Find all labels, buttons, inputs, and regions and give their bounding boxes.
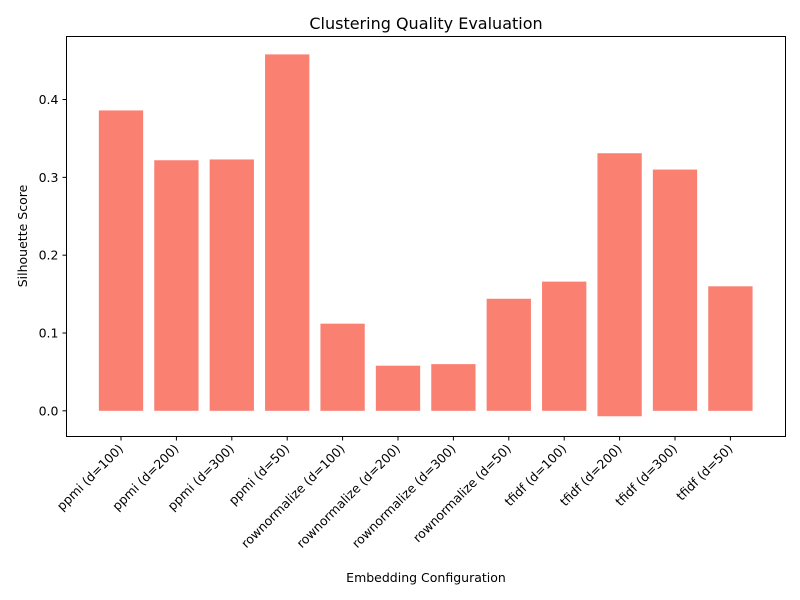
bar-4: [320, 323, 365, 411]
x-axis: ppmi (d=100)ppmi (d=200)ppmi (d=300)ppmi…: [54, 436, 736, 551]
y-tick-label: 0.2: [39, 248, 59, 263]
bar-3: [265, 54, 310, 411]
y-tick-label: 0.3: [39, 170, 59, 185]
plot-frame: [66, 36, 786, 437]
x-axis-label: Embedding Configuration: [346, 570, 506, 585]
y-tick-label: 0.1: [39, 325, 59, 340]
chart-title: Clustering Quality Evaluation: [309, 14, 542, 33]
bar-9: [597, 153, 642, 417]
y-tick-label: 0.4: [39, 92, 59, 107]
y-tick-label: 0.0: [39, 403, 59, 418]
bar-2: [209, 159, 254, 411]
bar-0: [98, 110, 144, 411]
x-tick-label: tfidf (d=50): [673, 441, 735, 503]
x-tick-label: rownormalize (d=50): [410, 441, 514, 545]
bar-11: [708, 286, 753, 411]
bar-10: [652, 169, 698, 411]
x-tick-label: rownormalize (d=200): [293, 441, 403, 551]
bar-7: [486, 298, 531, 411]
y-axis: 0.0 0.1 0.2 0.3 0.4: [39, 92, 67, 418]
bar-8: [542, 281, 587, 411]
bar-6: [431, 364, 476, 411]
bar-1: [154, 160, 199, 411]
x-tick-label: rownormalize (d=300): [349, 441, 459, 551]
x-tick-label: rownormalize (d=100): [238, 441, 348, 551]
bar-5: [375, 365, 421, 411]
bars-group: [98, 54, 753, 417]
y-axis-label: Silhouette Score: [15, 184, 30, 287]
